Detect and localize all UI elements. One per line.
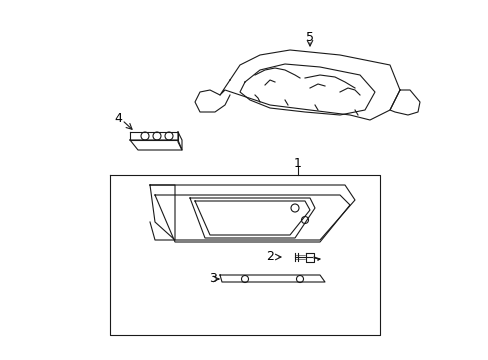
Text: 2: 2 bbox=[265, 251, 273, 264]
Text: 4: 4 bbox=[114, 112, 122, 125]
Text: 5: 5 bbox=[305, 31, 313, 44]
Text: 1: 1 bbox=[293, 157, 301, 170]
Text: 3: 3 bbox=[209, 273, 217, 285]
